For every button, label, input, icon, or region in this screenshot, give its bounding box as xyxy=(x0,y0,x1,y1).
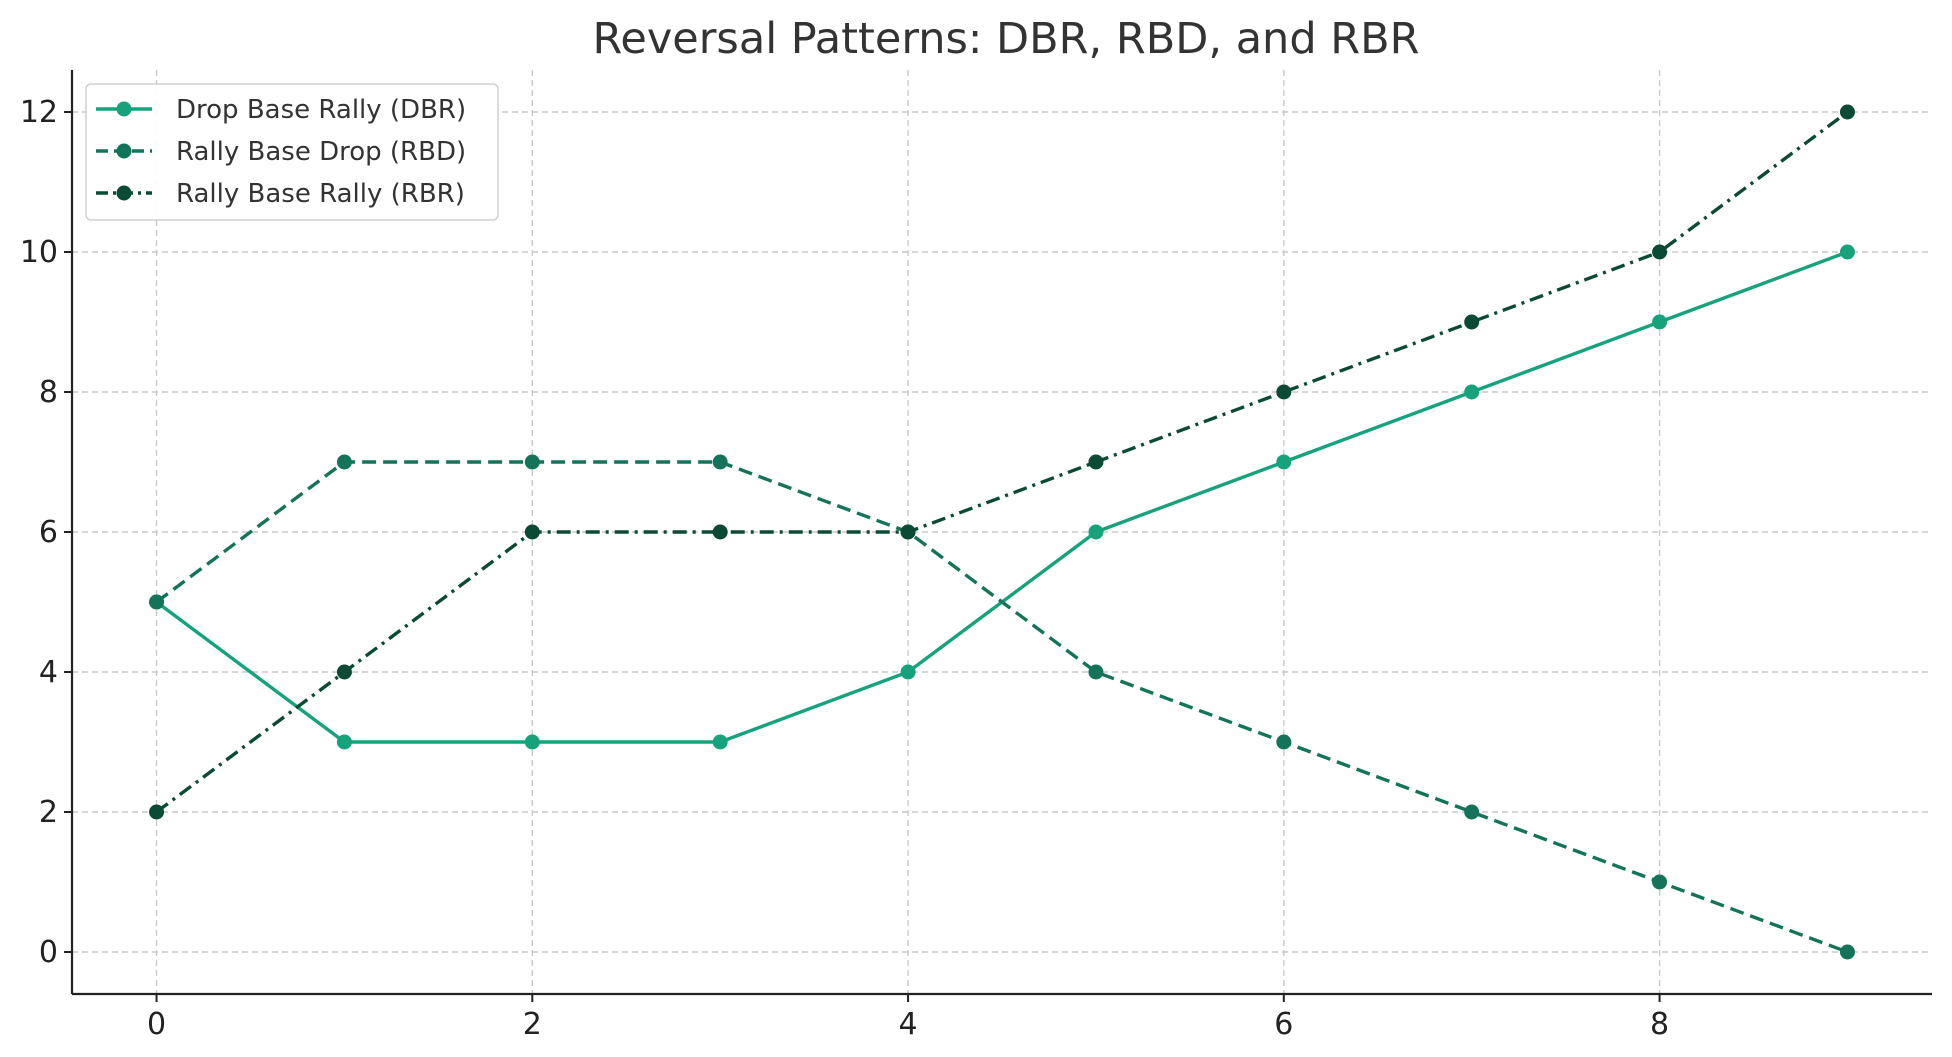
legend-item: Drop Base Rally (DBR) xyxy=(96,95,466,125)
legend-box xyxy=(85,83,499,221)
x-tick-label: 4 xyxy=(899,1007,918,1042)
data-point xyxy=(1088,454,1104,470)
data-point xyxy=(1276,454,1292,470)
data-point xyxy=(1839,244,1855,260)
y-tick-label: 8 xyxy=(39,375,58,410)
data-point xyxy=(1652,244,1668,260)
data-point xyxy=(524,454,540,470)
series-group xyxy=(149,104,1855,960)
data-point xyxy=(1464,804,1480,820)
data-point xyxy=(524,734,540,750)
chart-title: Reversal Patterns: DBR, RBD, and RBR xyxy=(592,14,1419,64)
series-line xyxy=(155,460,1849,954)
data-point xyxy=(900,664,916,680)
data-point xyxy=(712,524,728,540)
data-point xyxy=(149,804,165,820)
series-line xyxy=(155,110,1849,814)
data-point xyxy=(712,734,728,750)
legend-marker xyxy=(116,101,132,117)
x-tick-label: 6 xyxy=(1274,1007,1293,1042)
legend-label: Drop Base Rally (DBR) xyxy=(176,95,466,125)
data-point xyxy=(1088,524,1104,540)
data-point xyxy=(1652,874,1668,890)
y-tick-label: 10 xyxy=(20,235,58,270)
data-point xyxy=(336,734,352,750)
data-point xyxy=(1464,384,1480,400)
legend-marker xyxy=(116,185,132,201)
y-tick-label: 12 xyxy=(20,95,58,130)
x-tick-label: 2 xyxy=(523,1007,542,1042)
axes: 0 2 4 6 8 0 2 4 6 8 10 12 xyxy=(20,70,1932,1042)
legend-item: Rally Base Rally (RBR) xyxy=(96,179,465,209)
legend-marker xyxy=(116,143,132,159)
series-2 xyxy=(149,454,1855,960)
data-point xyxy=(1276,734,1292,750)
y-tick-label: 2 xyxy=(39,795,58,830)
data-point xyxy=(1839,104,1855,120)
data-point xyxy=(1464,314,1480,330)
legend-label: Rally Base Rally (RBR) xyxy=(176,179,465,209)
y-tick-label: 4 xyxy=(39,655,58,690)
series-3 xyxy=(149,104,1855,820)
x-tick-label: 8 xyxy=(1650,1007,1669,1042)
series-line xyxy=(155,250,1849,744)
data-point xyxy=(336,454,352,470)
data-point xyxy=(1652,314,1668,330)
series-1 xyxy=(149,244,1855,750)
data-point xyxy=(1276,384,1292,400)
data-point xyxy=(524,524,540,540)
legend-label: Rally Base Drop (RBD) xyxy=(176,137,466,167)
data-point xyxy=(712,454,728,470)
data-point xyxy=(1088,664,1104,680)
data-point xyxy=(1839,944,1855,960)
data-point xyxy=(900,524,916,540)
data-point xyxy=(336,664,352,680)
legend-item: Rally Base Drop (RBD) xyxy=(96,137,466,167)
y-tick-label: 0 xyxy=(39,935,58,970)
y-tick-label: 6 xyxy=(39,515,58,550)
legend: Drop Base Rally (DBR) Rally Base Drop (RB… xyxy=(85,83,499,221)
data-point xyxy=(149,594,165,610)
x-tick-label: 0 xyxy=(147,1007,166,1042)
